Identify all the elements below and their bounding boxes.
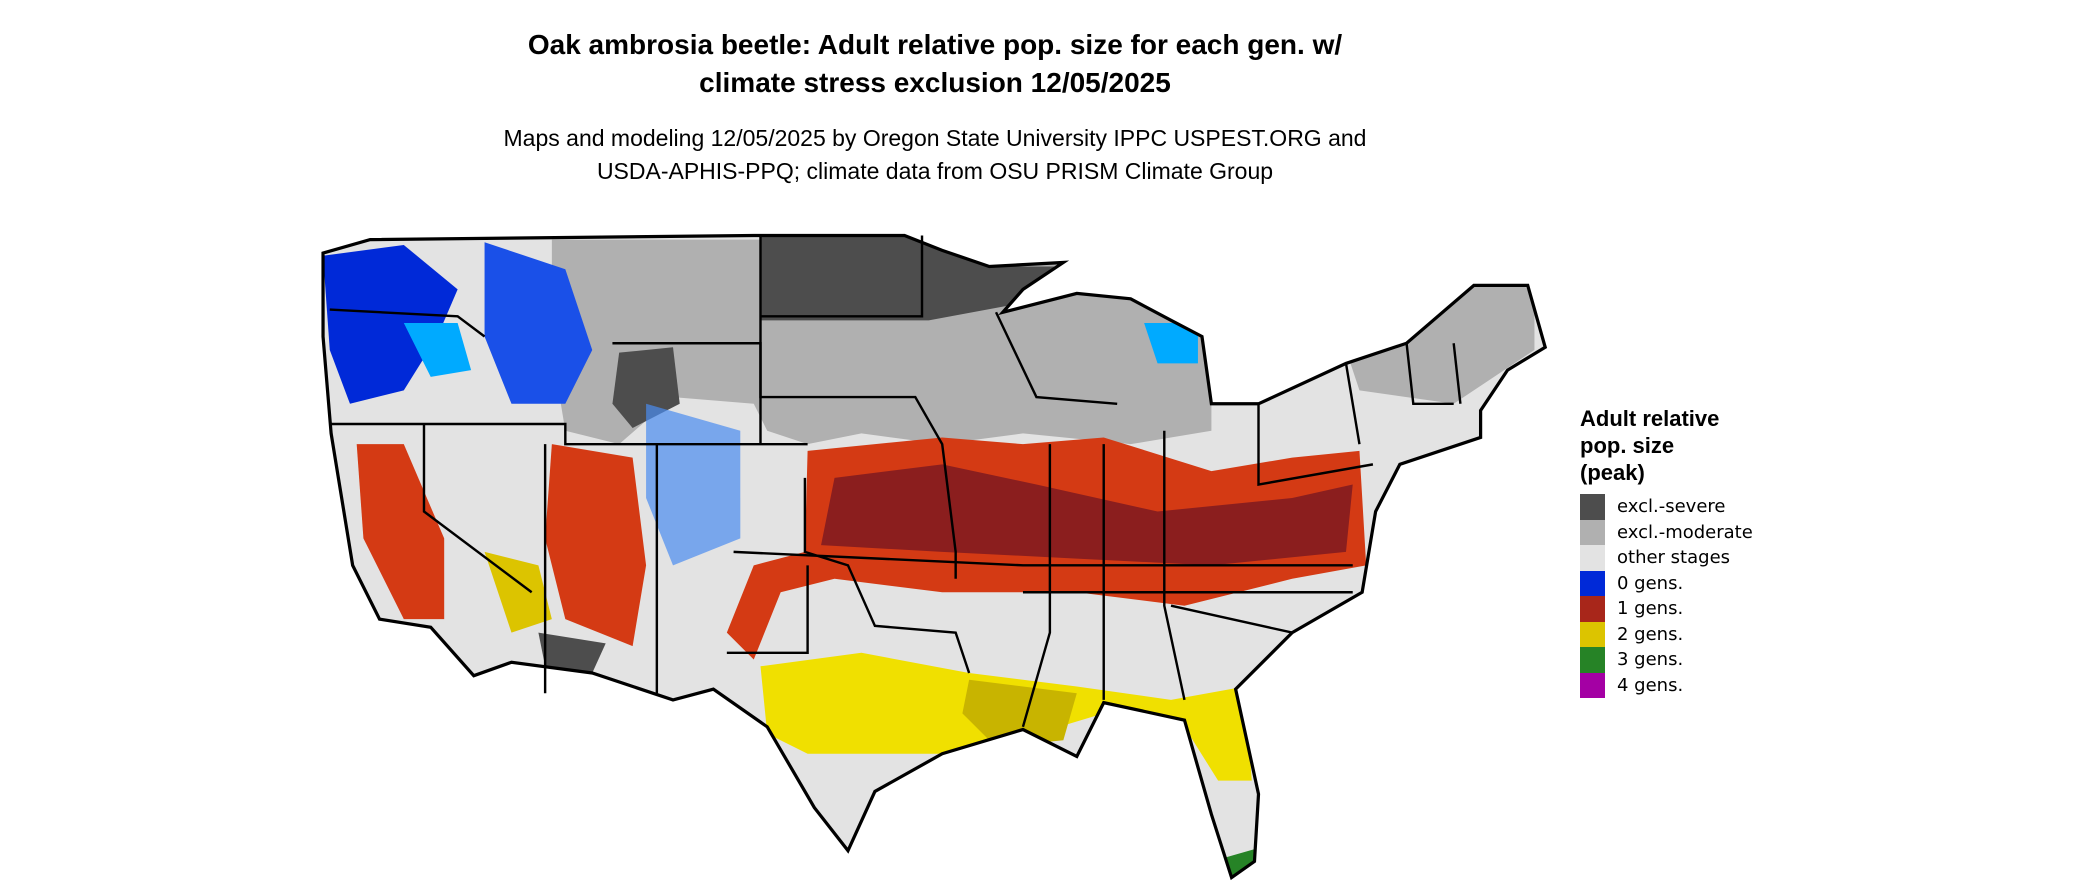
legend-items: excl.-severe excl.-moderate other stages 0 … — [1580, 494, 1753, 698]
title-line-2: climate stress exclusion 12/05/2025 — [699, 67, 1171, 98]
map-title: Oak ambrosia beetle: Adult relative pop.… — [300, 26, 1570, 102]
legend-label: excl.-severe — [1617, 496, 1726, 518]
legend-swatch — [1580, 672, 1605, 698]
legend-item: 4 gens. — [1580, 672, 1753, 698]
legend-item: 2 gens. — [1580, 621, 1753, 647]
legend-swatch — [1580, 570, 1605, 596]
state-borders — [329, 235, 1462, 728]
legend-item: 0 gens. — [1580, 570, 1753, 596]
one-gen-southwest — [545, 444, 647, 647]
legend-label: 4 gens. — [1617, 674, 1684, 696]
zero-gens-idaho — [484, 242, 593, 404]
excl-moderate-northeast — [1346, 275, 1535, 404]
excl-severe-wyoming — [612, 347, 680, 429]
subtitle-line-1: Maps and modeling 12/05/2025 by Oregon S… — [503, 125, 1367, 151]
legend-title-line-2: pop. size — [1580, 433, 1675, 458]
legend-item: excl.-severe — [1580, 494, 1753, 520]
zero-gens-light-northwest — [403, 323, 472, 377]
excl-severe-region — [760, 235, 1064, 321]
legend-swatch — [1580, 494, 1605, 520]
excl-severe-arizona — [538, 632, 606, 673]
legend-label: 2 gens. — [1617, 623, 1684, 645]
legend-swatch — [1580, 545, 1605, 571]
title-line-1: Oak ambrosia beetle: Adult relative pop.… — [527, 29, 1343, 60]
legend-swatch — [1580, 647, 1605, 673]
legend: Adult relative pop. size (peak) excl.-se… — [1580, 405, 1753, 698]
legend-swatch — [1580, 519, 1605, 545]
legend-label: 1 gens. — [1617, 598, 1684, 620]
legend-item: 3 gens. — [1580, 647, 1753, 673]
legend-item: excl.-moderate — [1580, 519, 1753, 545]
map-fill — [321, 234, 1547, 879]
legend-label: 3 gens. — [1617, 649, 1684, 671]
legend-label: 0 gens. — [1617, 572, 1684, 594]
legend-swatch — [1580, 621, 1605, 647]
map-subtitle: Maps and modeling 12/05/2025 by Oregon S… — [300, 122, 1570, 188]
two-gens-core — [962, 679, 1077, 748]
legend-title-line-1: Adult relative — [1580, 406, 1720, 431]
legend-label: other stages — [1617, 547, 1731, 569]
legend-label: excl.-moderate — [1617, 521, 1753, 543]
one-gen-west — [356, 444, 445, 620]
legend-title-line-3: (peak) — [1580, 460, 1645, 485]
legend-swatch — [1580, 596, 1605, 622]
two-gens-southwest — [484, 551, 552, 633]
legend-item: 1 gens. — [1580, 596, 1753, 622]
legend-item: other stages — [1580, 545, 1753, 571]
subtitle-line-2: USDA-APHIS-PPQ; climate data from OSU PR… — [596, 158, 1274, 184]
legend-title: Adult relative pop. size (peak) — [1580, 405, 1753, 486]
zero-gens-michigan — [1144, 323, 1198, 364]
zero-gens-northwest — [323, 244, 458, 404]
